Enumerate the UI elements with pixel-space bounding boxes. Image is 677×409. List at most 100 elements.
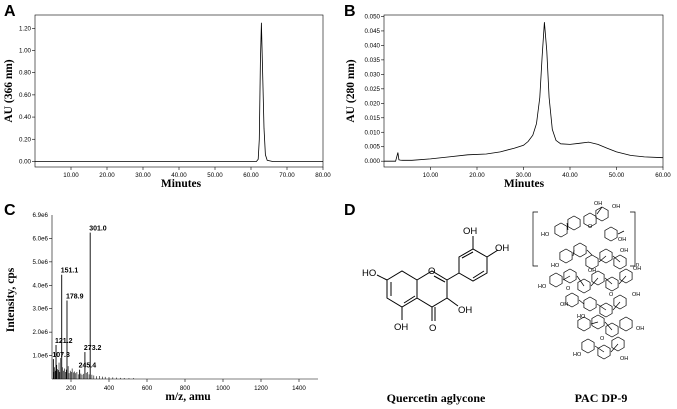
pac-atom-label-18: O xyxy=(609,292,614,298)
quercetin-structure xyxy=(376,236,499,321)
panel-letter-c: C xyxy=(4,202,16,219)
x-tick-label-a-5: 60.00 xyxy=(243,172,259,179)
pac-repeat-subscript: n xyxy=(636,262,639,268)
plot-frame-a xyxy=(34,14,324,168)
y-tick-label-b-6: 0.030 xyxy=(365,71,381,78)
y-tick-label-b-5: 0.025 xyxy=(365,86,381,93)
y-axis-title-a: AU (366 nm) xyxy=(3,59,15,122)
pac-atom-label-0: HO xyxy=(541,232,550,238)
atom-o-carbonyl: O xyxy=(429,323,436,334)
pac-ring-8 xyxy=(599,248,613,264)
pac-atom-label-17: O xyxy=(566,286,571,292)
pac-bond-18 xyxy=(610,343,619,353)
pac-atom-label-10: OH xyxy=(632,292,640,298)
pac-ring-17 xyxy=(583,296,597,312)
panel-letter-a: A xyxy=(4,3,16,20)
ms-peak-label-3: 178.9 xyxy=(66,294,84,301)
x-tick-label-b-3: 40.00 xyxy=(562,172,578,179)
atom-ho-7: HO xyxy=(362,268,376,279)
x-tick-label-a-3: 40.00 xyxy=(171,172,187,179)
x-tick-label-a-2: 30.00 xyxy=(135,172,151,179)
pac-bond-12 xyxy=(578,299,585,305)
pac-ring-16 xyxy=(565,292,579,308)
x-tick-label-c-0: 200 xyxy=(66,385,77,392)
atom-oh-5: OH xyxy=(394,322,408,333)
pac-bond-9 xyxy=(590,277,599,287)
pac-dp9-structure xyxy=(532,206,636,360)
ms-peak-label-1: 121.2 xyxy=(55,338,73,345)
chromatogram-trace-a xyxy=(35,22,323,162)
pac-atom-label-9: OH xyxy=(560,302,568,308)
pac-ring-4 xyxy=(604,226,618,242)
pac-ring-3 xyxy=(595,206,609,222)
quercetin-atom-labels: O O HO OH OH OH OH xyxy=(362,226,509,334)
panel-letter-d: D xyxy=(344,202,356,219)
x-tick-label-c-6: 1400 xyxy=(292,385,306,392)
y-tick-label-b-8: 0.040 xyxy=(365,42,381,49)
pac-atom-label-1: OH xyxy=(594,201,602,207)
pac-atom-label-12: OH xyxy=(636,326,644,332)
atom-oh-4prime: OH xyxy=(495,243,509,254)
y-tick-label-c-4: 5.0e6 xyxy=(33,259,49,266)
y-tick-label-a-3: 0.60 xyxy=(19,92,32,99)
pac-bond-5 xyxy=(598,255,607,263)
pac-atom-label-11: HO xyxy=(577,314,586,320)
pac-bond-3 xyxy=(572,249,575,257)
chromatogram-trace-b xyxy=(384,22,664,162)
pac-atom-label-6: OH xyxy=(620,248,628,254)
pac-ring-5 xyxy=(559,248,573,264)
x-tick-label-c-2: 600 xyxy=(142,385,153,392)
x-tick-label-b-2: 30.00 xyxy=(516,172,532,179)
x-tick-label-a-4: 50.00 xyxy=(207,172,223,179)
pac-ring-22 xyxy=(605,322,619,338)
plot-frame-b xyxy=(383,14,664,168)
pac-ring-19 xyxy=(613,294,627,310)
y-tick-label-b-7: 0.035 xyxy=(365,57,381,64)
pac-ring-26 xyxy=(611,336,625,352)
pac-ring-11 xyxy=(563,268,577,284)
pac-bond-16 xyxy=(604,321,613,331)
pac-bond-13 xyxy=(596,303,607,311)
pac-atom-label-2: OH xyxy=(612,204,620,210)
y-tick-label-a-0: 0.00 xyxy=(19,158,32,165)
y-tick-label-b-1: 0.005 xyxy=(365,144,381,151)
x-tick-label-c-1: 400 xyxy=(104,385,115,392)
repeat-bracket-left xyxy=(532,211,538,267)
pac-ring-20 xyxy=(577,316,591,332)
repeat-bracket-right xyxy=(630,211,636,267)
y-tick-label-c-5: 6.0e6 xyxy=(33,235,49,242)
pac-atom-label-3: OH xyxy=(618,237,626,243)
y-axis-title-b: AU (280 nm) xyxy=(345,59,357,122)
pac-atom-label-4: HO xyxy=(551,263,560,269)
panel-letter-b: B xyxy=(344,3,356,20)
y-tick-label-a-2: 0.40 xyxy=(19,114,32,121)
pac-ring-14 xyxy=(605,276,619,292)
ms-peak-label-0: 107.3 xyxy=(52,352,70,359)
pac-ring-6 xyxy=(573,242,587,258)
x-axis-title-a: Minutes xyxy=(161,178,202,190)
y-axis-title-c: Intensity, cps xyxy=(5,267,17,332)
y-tick-label-a-4: 0.80 xyxy=(19,70,32,77)
pac-ring-1 xyxy=(567,215,581,231)
pac-atom-label-16: O xyxy=(588,224,593,230)
y-tick-label-a-5: 1.00 xyxy=(19,48,32,55)
x-tick-label-a-0: 10.00 xyxy=(63,172,79,179)
x-axis-title-b: Minutes xyxy=(504,178,545,190)
y-tick-label-b-9: 0.045 xyxy=(365,28,381,35)
pac-atom-label-13: HO xyxy=(573,352,582,358)
pac-atom-label-14: OH xyxy=(620,356,628,362)
pac-bond-14 xyxy=(612,301,621,311)
chromatogram-366nm: 10.00 20.00 30.00 40.00 50.00 60.00 70.00 80.00… xyxy=(3,14,331,190)
pac-ring-23 xyxy=(619,316,633,332)
y-tick-label-b-4: 0.020 xyxy=(365,100,381,107)
y-tick-label-c-2: 3.0e6 xyxy=(33,306,49,313)
atom-oh-3: OH xyxy=(458,305,472,316)
pac-ring-7 xyxy=(585,254,599,270)
ms-peak-label-5: 273.2 xyxy=(84,345,102,352)
pac-ring-0 xyxy=(554,222,568,238)
y-tick-label-c-3: 4.0e6 xyxy=(33,282,49,289)
pac-bond-11 xyxy=(618,275,627,285)
y-tick-label-b-2: 0.010 xyxy=(365,129,381,136)
pac-bond-17 xyxy=(594,345,605,353)
